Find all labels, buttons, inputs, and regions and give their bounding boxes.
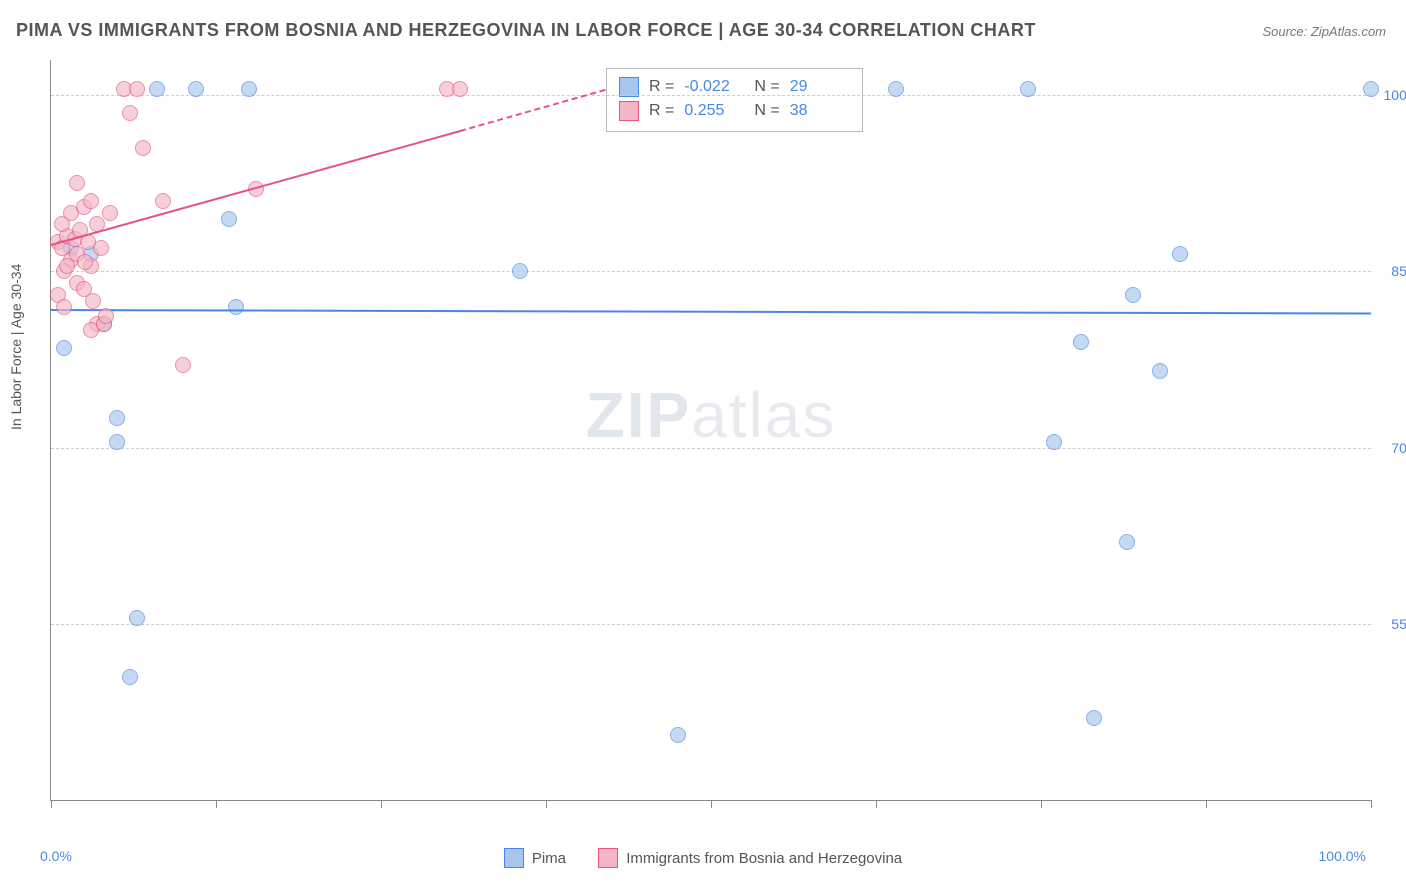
- legend: Pima Immigrants from Bosnia and Herzegov…: [0, 848, 1406, 872]
- data-point: [452, 81, 468, 97]
- data-point: [98, 308, 114, 324]
- gridline: [51, 448, 1371, 449]
- data-point: [93, 240, 109, 256]
- y-axis-label: In Labor Force | Age 30-34: [8, 264, 24, 430]
- n-label: N =: [754, 99, 779, 123]
- data-point: [1073, 334, 1089, 350]
- x-tick: [1041, 800, 1042, 808]
- data-point: [85, 293, 101, 309]
- data-point: [59, 258, 75, 274]
- data-point: [221, 211, 237, 227]
- data-point: [228, 299, 244, 315]
- data-point: [670, 727, 686, 743]
- data-point: [69, 175, 85, 191]
- data-point: [109, 410, 125, 426]
- legend-label-bosnia: Immigrants from Bosnia and Herzegovina: [626, 850, 902, 867]
- data-point: [56, 299, 72, 315]
- chart-title: PIMA VS IMMIGRANTS FROM BOSNIA AND HERZE…: [16, 20, 1036, 41]
- data-point: [129, 81, 145, 97]
- data-point: [129, 610, 145, 626]
- data-point: [149, 81, 165, 97]
- gridline: [51, 624, 1371, 625]
- data-point: [83, 193, 99, 209]
- data-point: [155, 193, 171, 209]
- x-tick: [51, 800, 52, 808]
- data-point: [1172, 246, 1188, 262]
- data-point: [888, 81, 904, 97]
- x-tick: [381, 800, 382, 808]
- data-point: [512, 263, 528, 279]
- y-tick-label: 100.0%: [1376, 87, 1406, 103]
- data-point: [1020, 81, 1036, 97]
- data-point: [1086, 710, 1102, 726]
- data-point: [188, 81, 204, 97]
- watermark-atlas: atlas: [691, 379, 836, 451]
- legend-item-pima: Pima: [504, 848, 566, 868]
- data-point: [1119, 534, 1135, 550]
- x-tick: [876, 800, 877, 808]
- data-point: [77, 254, 93, 270]
- data-point: [135, 140, 151, 156]
- data-point: [56, 340, 72, 356]
- x-tick: [546, 800, 547, 808]
- source-attribution: Source: ZipAtlas.com: [1262, 24, 1386, 39]
- data-point: [241, 81, 257, 97]
- y-tick-label: 85.0%: [1376, 263, 1406, 279]
- data-point: [102, 205, 118, 221]
- data-point: [109, 434, 125, 450]
- gridline: [51, 271, 1371, 272]
- stats-row-bosnia: R = 0.255 N = 38: [619, 99, 850, 123]
- y-tick-label: 55.0%: [1376, 616, 1406, 632]
- x-tick: [216, 800, 217, 808]
- correlation-stats-box: R = -0.022 N = 29 R = 0.255 N = 38: [606, 68, 863, 132]
- data-point: [1363, 81, 1379, 97]
- legend-swatch-pima: [504, 848, 524, 868]
- x-tick: [711, 800, 712, 808]
- data-point: [1046, 434, 1062, 450]
- data-point: [1152, 363, 1168, 379]
- swatch-bosnia: [619, 101, 639, 121]
- watermark-zip: ZIP: [586, 379, 692, 451]
- legend-item-bosnia: Immigrants from Bosnia and Herzegovina: [598, 848, 902, 868]
- trend-line: [51, 131, 461, 247]
- x-tick: [1371, 800, 1372, 808]
- data-point: [1125, 287, 1141, 303]
- watermark: ZIPatlas: [586, 378, 837, 452]
- data-point: [122, 669, 138, 685]
- trend-line: [51, 309, 1371, 315]
- r-label: R =: [649, 99, 674, 123]
- data-point: [175, 357, 191, 373]
- data-point: [54, 216, 70, 232]
- scatter-plot-area: ZIPatlas R = -0.022 N = 29 R = 0.255 N =…: [50, 60, 1371, 801]
- legend-label-pima: Pima: [532, 850, 566, 867]
- x-tick: [1206, 800, 1207, 808]
- r-value-bosnia: 0.255: [684, 99, 744, 123]
- y-tick-label: 70.0%: [1376, 440, 1406, 456]
- n-value-bosnia: 38: [790, 99, 850, 123]
- data-point: [122, 105, 138, 121]
- swatch-pima: [619, 77, 639, 97]
- legend-swatch-bosnia: [598, 848, 618, 868]
